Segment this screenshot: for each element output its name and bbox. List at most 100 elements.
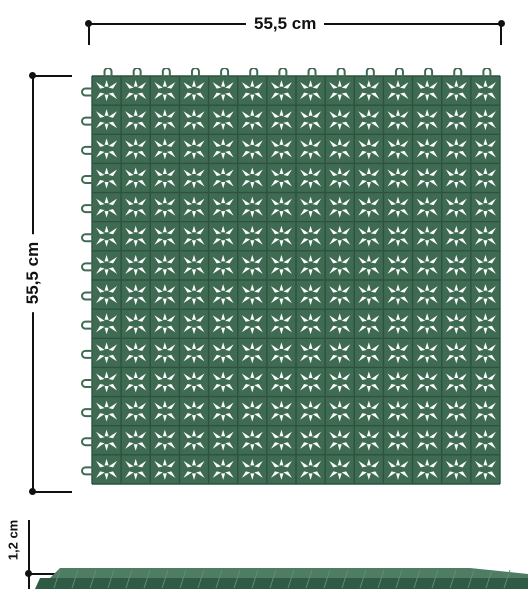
tile-hole	[225, 121, 234, 129]
tile-hole	[104, 342, 109, 349]
tile-hole	[341, 442, 351, 449]
tile-hole	[166, 413, 176, 420]
tile-hole	[400, 442, 409, 449]
tile-hole	[483, 211, 488, 218]
tile-hole	[358, 296, 367, 304]
tile-hole	[125, 256, 134, 264]
tile-hole	[341, 267, 351, 274]
tile-hole	[270, 402, 280, 410]
tile-hole	[474, 431, 484, 439]
tile-hole	[329, 256, 338, 264]
tile-hole	[192, 182, 196, 189]
tile-hole	[387, 180, 396, 187]
tile-hole	[241, 227, 251, 235]
tile-hole	[487, 373, 496, 380]
tile-hole	[341, 198, 351, 206]
tile-hole	[166, 286, 176, 293]
tile-hole	[483, 182, 488, 189]
tile-hole	[416, 431, 426, 439]
tile-hole	[300, 82, 309, 89]
tile-side-rib	[179, 569, 187, 589]
tile-hole	[125, 286, 134, 293]
tile-hole	[137, 111, 147, 118]
tile-hole	[400, 92, 409, 100]
tile-hole	[250, 152, 255, 160]
tile-hole	[483, 342, 488, 349]
tile-hole	[454, 298, 459, 306]
tile-hole	[429, 92, 438, 100]
tile-hole	[387, 325, 396, 333]
tile-connector-loop	[424, 68, 434, 79]
tile-hole	[458, 315, 467, 322]
tile-hole	[104, 109, 109, 116]
tile-hole	[429, 227, 438, 235]
tile-hole	[225, 460, 234, 468]
tile-hole	[487, 82, 496, 89]
tile-hole	[183, 140, 192, 147]
tile-hole	[370, 82, 380, 89]
tile-hole	[341, 121, 351, 129]
tile-hole	[445, 111, 455, 118]
tile-hole	[154, 460, 163, 468]
tile-hole	[425, 415, 430, 422]
tile-hole	[300, 267, 309, 274]
tile-hole	[416, 267, 426, 274]
tile-hole	[125, 315, 134, 322]
tile-hole	[300, 180, 309, 187]
tile-hole	[221, 182, 226, 189]
tile-hole	[329, 209, 338, 216]
tile-hole	[396, 356, 400, 364]
tile-hole	[312, 413, 322, 420]
tile-hole	[104, 94, 109, 102]
tile-hole	[341, 354, 351, 362]
tile-hole	[337, 152, 342, 160]
tile-hole	[137, 296, 147, 304]
tile-hole	[358, 344, 367, 351]
tile-hole	[483, 240, 488, 247]
tile-hole	[221, 196, 226, 204]
tile-hole	[183, 227, 192, 235]
tile-hole	[104, 269, 109, 276]
tile-hole	[400, 111, 409, 118]
tile-hole	[166, 296, 176, 304]
tile-hole	[458, 111, 467, 118]
tile-hole	[162, 356, 167, 364]
tile-hole	[337, 196, 342, 204]
tile-hole	[254, 315, 263, 322]
tile-hole	[308, 109, 313, 116]
tile-connector-loop	[81, 204, 95, 214]
tile-hole	[283, 111, 292, 118]
tile-hole	[254, 442, 263, 449]
tile-hole	[125, 111, 134, 118]
tile-hole	[104, 167, 109, 174]
tile-hole	[212, 344, 222, 351]
tile-hole	[312, 169, 322, 176]
tile-hole	[137, 402, 147, 410]
tile-hole	[154, 413, 163, 420]
tile-hole	[308, 356, 313, 364]
tile-hole	[241, 180, 251, 187]
tile-hole	[283, 180, 292, 187]
tile-hole	[483, 400, 488, 408]
tile-hole	[241, 373, 251, 380]
tile-hole	[416, 402, 426, 410]
tile-hole	[104, 386, 109, 393]
tile-hole	[133, 429, 138, 437]
tile-hole	[425, 284, 430, 291]
tile-connector-loop	[81, 145, 95, 155]
tile-hole	[279, 254, 284, 262]
tile-hole	[387, 384, 396, 391]
tile-hole	[137, 373, 147, 380]
tile-hole	[425, 269, 430, 276]
tile-hole	[154, 344, 163, 351]
tile-hole	[458, 121, 467, 129]
tile-hole	[154, 227, 163, 235]
tile-hole	[358, 460, 367, 468]
tile-hole	[166, 344, 176, 351]
tile-connector-loop	[394, 68, 404, 79]
tile-hole	[108, 121, 118, 129]
tile-hole	[96, 140, 105, 147]
tile-hole	[458, 344, 467, 351]
tile-hole	[241, 402, 251, 410]
tile-hole	[196, 209, 205, 216]
